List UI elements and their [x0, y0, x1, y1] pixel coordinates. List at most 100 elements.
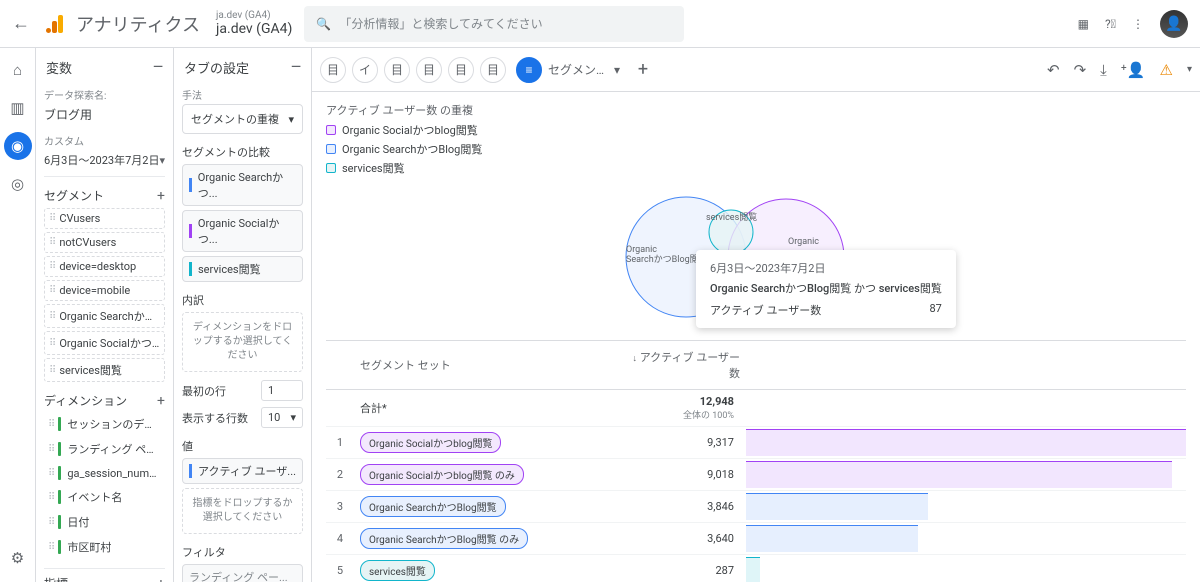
segment-chip[interactable]: ⠿services閲覧	[44, 358, 165, 382]
method-label: 手法	[182, 87, 303, 102]
table-row[interactable]: 5services閲覧287	[326, 555, 1186, 582]
dimension-chip[interactable]: ⠿市区町村	[44, 536, 165, 558]
tab-button[interactable]: イ	[352, 57, 378, 83]
tab-button[interactable]: 目	[384, 57, 410, 83]
total-label: 合計*	[354, 390, 616, 427]
compare-chip[interactable]: Organic Socialかつ...	[182, 210, 303, 252]
nav-reports-icon[interactable]: ▥	[4, 94, 32, 122]
date-range-picker[interactable]: 6月3日～2023年7月2日 ▾	[44, 150, 165, 177]
canvas-toolbar: 目イ目目目目 ≡ セグメントの... ▾ + ↶ ↷ ⤓ ⁺👤 ⚠ ▾	[312, 48, 1200, 92]
back-arrow-icon[interactable]: ←	[12, 13, 36, 34]
venn-diagram[interactable]: OrganicSearchかつBlog閲覧Organicservices閲覧 6…	[326, 182, 1186, 332]
chevron-down-icon: ▾	[288, 113, 294, 126]
value-header: 値	[182, 438, 303, 454]
svg-text:services閲覧: services閲覧	[706, 211, 757, 223]
collapse-tabs-icon[interactable]: —	[291, 60, 301, 75]
left-nav-rail: ⌂ ▥ ◉ ◎ ⚙	[0, 48, 36, 582]
tab-button[interactable]: 目	[480, 57, 506, 83]
compare-header: セグメントの比較	[182, 144, 303, 160]
avatar[interactable]: 👤	[1160, 10, 1188, 38]
table-row[interactable]: 3Organic SearchかつBlog閲覧3,846	[326, 491, 1186, 523]
method-select[interactable]: セグメントの重複 ▾	[182, 104, 303, 134]
add-dimension-icon[interactable]: +	[157, 393, 165, 409]
exploration-name-label: データ探索名:	[44, 87, 165, 102]
metrics-header: 指標	[44, 575, 68, 582]
chevron-down-icon: ▾	[614, 63, 620, 77]
value-chip[interactable]: アクティブ ユーザ...	[182, 458, 303, 484]
segment-chip[interactable]: ⠿CVusers	[44, 208, 165, 229]
show-rows-label: 表示する行数	[182, 410, 248, 426]
filter-header: フィルタ	[182, 544, 303, 560]
tab-button[interactable]: 目	[448, 57, 474, 83]
breakdown-header: 内訳	[182, 292, 303, 308]
segments-header: セグメント	[44, 187, 104, 204]
dimension-chip[interactable]: ⠿イベント名	[44, 486, 165, 508]
nav-admin-icon[interactable]: ⚙	[4, 544, 32, 572]
apps-icon[interactable]: ▦	[1078, 17, 1089, 31]
table-row[interactable]: 1Organic Socialかつblog閲覧9,317	[326, 427, 1186, 459]
dimension-chip[interactable]: ⠿日付	[44, 511, 165, 533]
compare-chip[interactable]: Organic Searchかつ...	[182, 164, 303, 206]
segment-chip[interactable]: ⠿device=desktop	[44, 256, 165, 277]
breakdown-dropzone[interactable]: ディメンションをドロップするか選択してください	[182, 312, 303, 372]
dimension-chip[interactable]: ⠿ランディング ペー...	[44, 438, 165, 460]
legend-item[interactable]: services閲覧	[326, 160, 1186, 176]
canvas-area: 目イ目目目目 ≡ セグメントの... ▾ + ↶ ↷ ⤓ ⁺👤 ⚠ ▾ アクティ…	[312, 48, 1200, 582]
warning-icon[interactable]: ⚠	[1160, 61, 1173, 79]
tab-button[interactable]: 目	[416, 57, 442, 83]
top-header: ← アナリティクス ja.dev (GA4) ja.dev (GA4) 🔍 「分…	[0, 0, 1200, 48]
legend-item[interactable]: Organic SearchかつBlog閲覧	[326, 141, 1186, 157]
nav-advertising-icon[interactable]: ◎	[4, 170, 32, 198]
col-segment[interactable]: セグメント セット	[354, 341, 616, 390]
collapse-vars-icon[interactable]: —	[153, 60, 163, 75]
search-input[interactable]: 🔍 「分析情報」と検索してみてください	[304, 6, 684, 42]
active-tab[interactable]: ≡ セグメントの... ▾	[512, 55, 624, 85]
segment-chip[interactable]: ⠿device=mobile	[44, 280, 165, 301]
chevron-down-icon[interactable]: ▾	[1187, 64, 1192, 75]
segment-overlap-table: セグメント セット ↓ アクティブ ユーザー数 合計*12,948全体の 100…	[326, 340, 1186, 582]
property-selector[interactable]: ja.dev (GA4) ja.dev (GA4)	[216, 10, 292, 37]
variables-panel: 変数 — データ探索名: ブログ用 カスタム 6月3日～2023年7月2日 ▾ …	[36, 48, 174, 582]
share-icon[interactable]: ⁺👤	[1121, 61, 1146, 79]
show-rows-select[interactable]: 10▾	[261, 407, 303, 428]
first-row-label: 最初の行	[182, 383, 226, 399]
more-icon[interactable]: ⋮	[1132, 17, 1144, 31]
search-placeholder: 「分析情報」と検索してみてください	[339, 15, 542, 32]
value-dropzone[interactable]: 指標をドロップするか選択してください	[182, 488, 303, 534]
add-tab-button[interactable]: +	[630, 57, 656, 83]
exploration-name-value[interactable]: ブログ用	[44, 104, 165, 125]
tooltip: 6月3日～2023年7月2日 Organic SearchかつBlog閲覧 かつ…	[696, 250, 956, 328]
nav-explore-icon[interactable]: ◉	[4, 132, 32, 160]
chart-title: アクティブ ユーザー数 の重複	[326, 102, 1186, 118]
property-main: ja.dev (GA4)	[216, 21, 292, 37]
dimensions-header: ディメンション	[44, 392, 127, 409]
filter-chip[interactable]: ランディング ペー...	[182, 564, 303, 582]
compare-chip[interactable]: services閲覧	[182, 256, 303, 282]
nav-home-icon[interactable]: ⌂	[4, 56, 32, 84]
table-row[interactable]: 2Organic Socialかつblog閲覧 のみ9,018	[326, 459, 1186, 491]
redo-icon[interactable]: ↷	[1074, 61, 1087, 79]
custom-label: カスタム	[44, 133, 165, 148]
help-icon[interactable]: ?⃝	[1105, 17, 1116, 31]
first-row-input[interactable]: 1	[261, 380, 303, 401]
search-icon: 🔍	[316, 17, 331, 31]
segment-chip[interactable]: ⠿Organic Socialかつb...	[44, 331, 165, 355]
undo-icon[interactable]: ↶	[1047, 61, 1060, 79]
property-sub: ja.dev (GA4)	[216, 10, 292, 21]
segment-chip[interactable]: ⠿notCVusers	[44, 232, 165, 253]
legend-item[interactable]: Organic Socialかつblog閲覧	[326, 122, 1186, 138]
app-title: アナリティクス	[76, 11, 200, 37]
dimension-chip[interactable]: ⠿セッションのデフ...	[44, 413, 165, 435]
table-row[interactable]: 4Organic SearchかつBlog閲覧 のみ3,640	[326, 523, 1186, 555]
download-icon[interactable]: ⤓	[1100, 61, 1107, 79]
add-segment-icon[interactable]: +	[157, 188, 165, 204]
add-metric-icon[interactable]: +	[157, 576, 165, 582]
col-value[interactable]: ↓ アクティブ ユーザー数	[616, 341, 746, 390]
total-value: 12,948全体の 100%	[616, 390, 746, 427]
vars-title: 変数	[46, 58, 72, 77]
segment-chip[interactable]: ⠿Organic Searchかつ...	[44, 304, 165, 328]
tab-button[interactable]: 目	[320, 57, 346, 83]
tab-settings-title: タブの設定	[184, 58, 249, 77]
svg-text:Organic: Organic	[788, 237, 819, 247]
dimension-chip[interactable]: ⠿ga_session_number	[44, 463, 165, 483]
